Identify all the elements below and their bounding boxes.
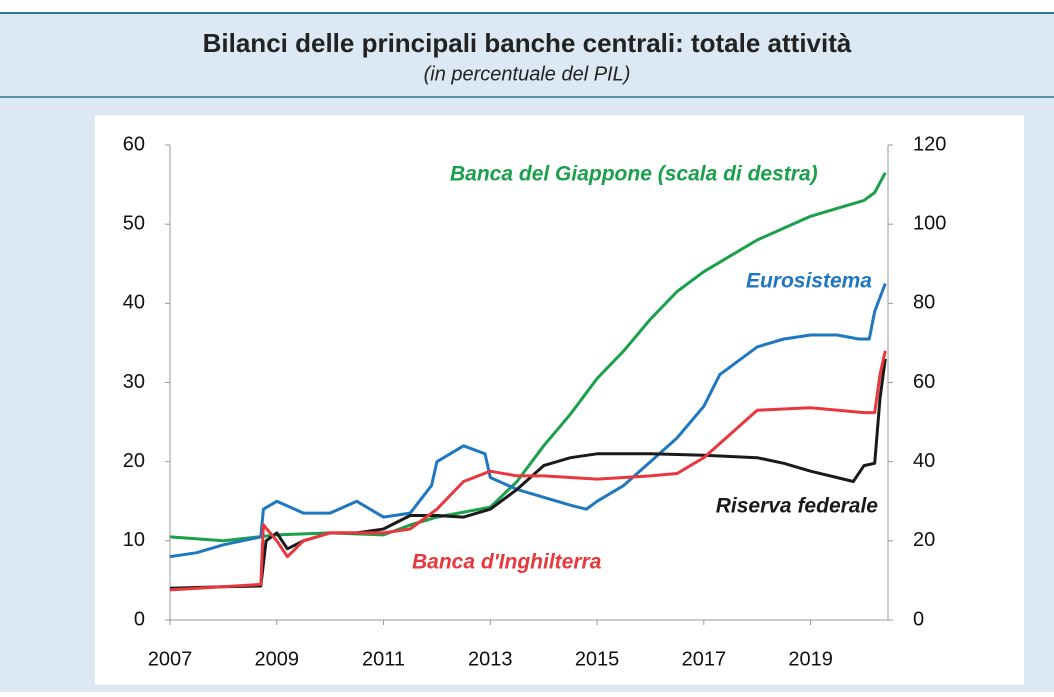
x-tick-label: 2013 (468, 648, 513, 670)
series-label: Eurosistema (746, 270, 872, 293)
x-tick-label: 2007 (148, 648, 193, 670)
y-tick-label: 40 (123, 292, 145, 314)
y-tick-label: 20 (123, 450, 145, 472)
x-tick-label: 2011 (362, 648, 405, 670)
y-tick-label: 60 (123, 133, 145, 155)
y2-tick-label: 60 (913, 371, 935, 393)
series-label: Banca d'Inghilterra (412, 551, 602, 574)
series-line (169, 358, 887, 590)
x-tick-label: 2017 (682, 648, 727, 670)
series-line (169, 350, 887, 592)
x-tick-label: 2009 (255, 648, 300, 670)
chart-title: Bilanci delle principali banche centrali… (203, 28, 852, 58)
x-tick-label: 2019 (788, 648, 833, 670)
y-tick-label: 10 (123, 529, 145, 551)
y2-tick-label: 120 (913, 133, 946, 155)
y2-tick-label: 100 (913, 212, 946, 234)
series-line (169, 171, 887, 543)
y-tick-label: 50 (123, 212, 145, 234)
y-tick-label: 0 (134, 608, 145, 630)
series-label: Riserva federale (716, 495, 879, 518)
y2-tick-label: 40 (913, 450, 935, 472)
series-line (169, 282, 887, 559)
x-tick-label: 2015 (575, 648, 620, 670)
chart-subtitle: (in percentuale del PIL) (424, 63, 631, 85)
plot-background (95, 115, 1024, 685)
y-tick-label: 30 (123, 371, 145, 393)
y2-tick-label: 80 (913, 292, 935, 314)
y2-tick-label: 0 (913, 608, 924, 630)
series-label: Banca del Giappone (scala di destra) (450, 163, 818, 186)
y2-tick-label: 20 (913, 529, 935, 551)
